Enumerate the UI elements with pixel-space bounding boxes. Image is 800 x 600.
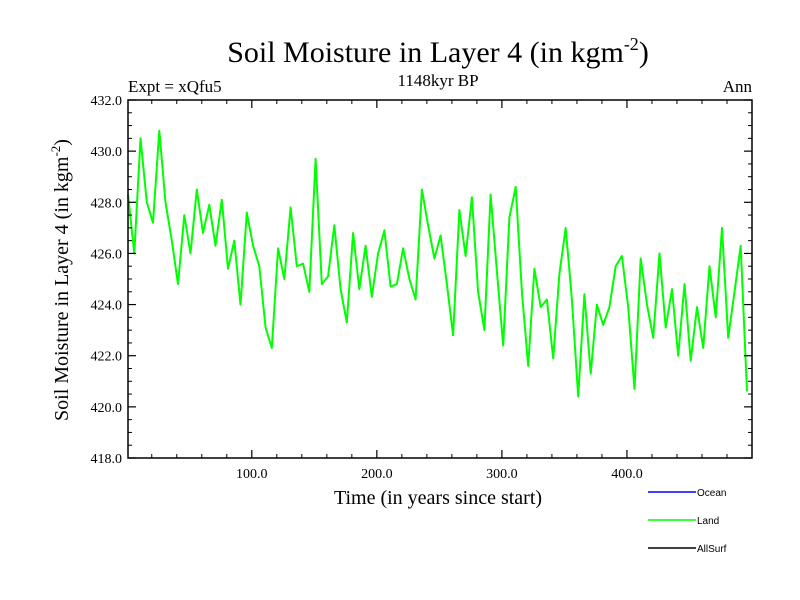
chart-subtitle: 1148kyr BP (397, 71, 478, 90)
legend-label-land: Land (697, 516, 719, 527)
y-tick-label: 420.0 (91, 401, 123, 416)
y-tick-label: 424.0 (91, 299, 123, 314)
x-tick-label: 300.0 (486, 467, 518, 482)
y-axis-label: Soil Moisture in Layer 4 (in kgm-2) (48, 139, 73, 421)
legend-label-ocean: Ocean (697, 488, 726, 499)
experiment-label: Expt = xQfu5 (128, 77, 222, 96)
y-tick-label: 426.0 (91, 247, 123, 262)
legend: Ocean Land AllSurf (648, 488, 727, 555)
y-tick-label: 428.0 (91, 196, 123, 211)
chart-title: Soil Moisture in Layer 4 (in kgm-2) (227, 34, 649, 69)
y-tick-label: 418.0 (91, 452, 123, 467)
season-label: Ann (723, 77, 753, 96)
x-axis-label: Time (in years since start) (334, 487, 542, 509)
y-tick-label: 422.0 (91, 350, 123, 365)
series-layer (127, 129, 748, 398)
x-tick-label: 400.0 (611, 467, 643, 482)
y-tick-label: 432.0 (91, 94, 123, 109)
axes-layer: 418.0 420.0 422.0 424.0 426.0 428.0 430.0 432.0… (91, 94, 753, 482)
y-tick-label: 430.0 (91, 145, 123, 160)
legend-label-allsurf: AllSurf (697, 544, 727, 555)
x-tick-label: 100.0 (236, 467, 268, 482)
series-line-land (127, 129, 748, 398)
x-tick-label: 200.0 (361, 467, 393, 482)
